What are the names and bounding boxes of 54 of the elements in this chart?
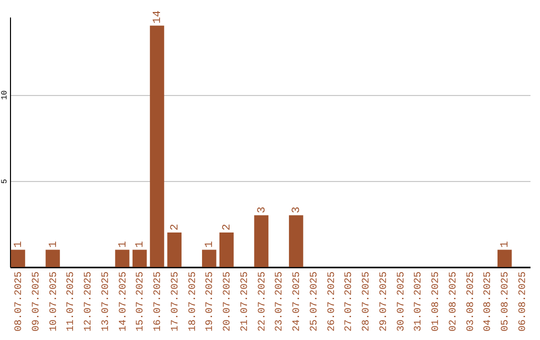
x-tick-label: 06.08.2025 (518, 272, 530, 332)
data-label: 2 (169, 224, 182, 231)
x-tick-label: 28.07.2025 (362, 272, 373, 332)
bar (288, 215, 304, 267)
data-label: 2 (222, 224, 234, 231)
data-label: 1 (500, 240, 512, 248)
x-tick-label: 19.07.2025 (205, 272, 216, 332)
x-tick-label: 27.07.2025 (344, 272, 356, 332)
x-tick-label: 15.07.2025 (136, 272, 147, 332)
bar (10, 250, 26, 267)
x-tick-label: 16.07.2025 (153, 272, 164, 332)
y-tick-label: 5 (0, 178, 10, 184)
data-label: 14 (152, 10, 164, 24)
data-label: 1 (134, 240, 147, 248)
x-tick-label: 09.07.2025 (31, 272, 42, 332)
x-tick-label: 11.07.2025 (66, 272, 78, 332)
bar (46, 250, 60, 267)
x-tick-label: 03.08.2025 (466, 272, 477, 332)
x-tick-label: 18.07.2025 (188, 272, 199, 332)
x-tick-label: 08.07.2025 (14, 272, 25, 332)
bar (202, 250, 216, 267)
x-tick-label: 23.07.2025 (274, 272, 286, 332)
x-tick-label: 20.07.2025 (222, 272, 234, 332)
x-tick-label: 14.07.2025 (118, 272, 130, 332)
x-tick-label: 10.07.2025 (48, 272, 60, 332)
x-tick-label: 29.07.2025 (378, 272, 390, 332)
bar (219, 232, 234, 267)
data-label: 3 (291, 206, 304, 214)
data-label: 1 (12, 240, 25, 248)
x-tick-label: 22.07.2025 (257, 272, 268, 332)
bar (254, 215, 268, 267)
x-tick-label: 21.07.2025 (240, 272, 251, 332)
data-label: 3 (256, 206, 268, 214)
data-label: 1 (204, 240, 216, 248)
bar (150, 26, 164, 267)
bar (115, 250, 130, 267)
x-tick-label: 01.08.2025 (431, 272, 442, 332)
x-tick-label: 31.07.2025 (414, 272, 425, 332)
data-label: 1 (117, 240, 130, 248)
x-tick-label: 05.08.2025 (500, 272, 512, 332)
x-tick-label: 25.07.2025 (309, 272, 320, 332)
x-tick-label: 04.08.2025 (483, 272, 494, 332)
data-label: 1 (48, 240, 60, 248)
x-tick-label: 02.08.2025 (448, 272, 460, 332)
x-tick-label: 24.07.2025 (292, 272, 304, 332)
x-tick-label: 12.07.2025 (84, 272, 95, 332)
x-tick-label: 13.07.2025 (100, 272, 112, 332)
x-tick-label: 26.07.2025 (326, 272, 338, 332)
bar (498, 250, 512, 267)
bar (132, 250, 147, 267)
x-tick-label: 17.07.2025 (170, 272, 182, 332)
x-tick-label: 30.07.2025 (396, 272, 408, 332)
bar (167, 232, 182, 267)
y-tick-label: 10 (0, 90, 10, 100)
